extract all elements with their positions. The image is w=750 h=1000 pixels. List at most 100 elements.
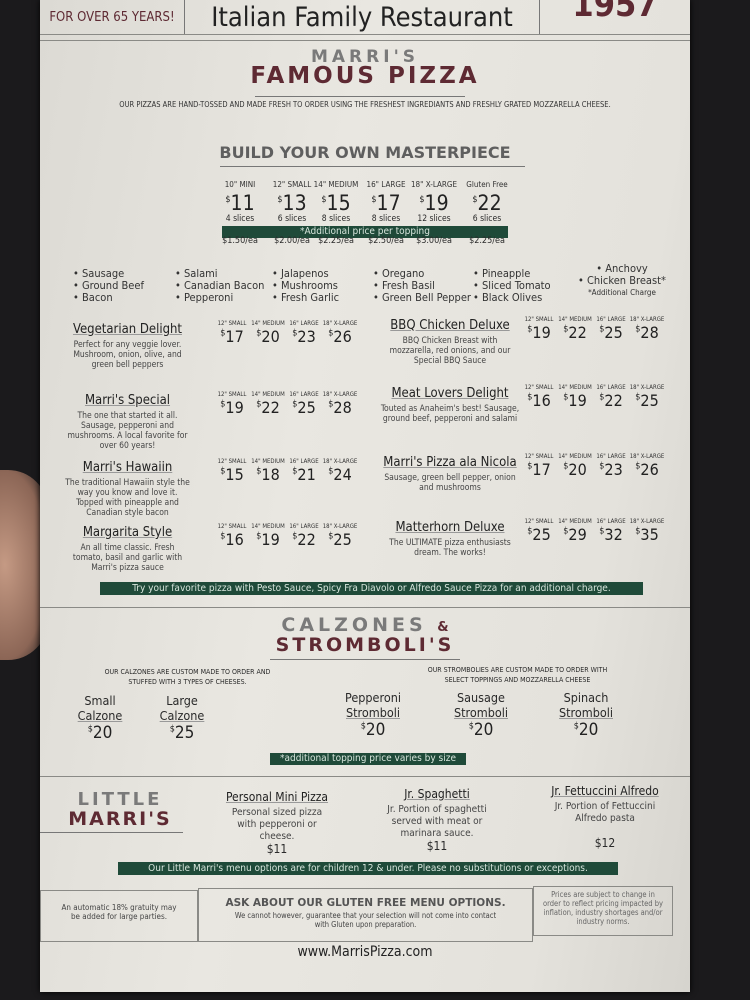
calzone-item[interactable]: Spinach Stromboli $20 <box>546 690 626 740</box>
specialty-pizza[interactable]: Marri's Special The one that started it … <box>65 393 190 451</box>
text: 14" MEDIUM <box>251 320 285 327</box>
size-price: $11 <box>225 191 255 215</box>
text: 18 <box>261 465 280 484</box>
pizza-description: The traditional Hawaiin style the way yo… <box>65 478 190 518</box>
pizza-description: An all time classic. Fresh tomato, basil… <box>72 543 183 573</box>
kids-banner: Our Little Marri's menu options are for … <box>118 862 618 875</box>
specialty-pizza[interactable]: Meat Lovers Delight Touted as Anaheim's … <box>380 386 520 424</box>
calzone-item[interactable]: Sausage Stromboli $20 <box>441 690 521 740</box>
stromboli-title: STROMBOLI'S <box>275 634 455 656</box>
size-label: 12" SMALL <box>272 180 312 189</box>
kids-item[interactable]: Jr. Spaghetti Jr. Portion of spaghetti s… <box>367 787 507 840</box>
topping-item: • Green Bell Pepper <box>373 291 471 304</box>
specialty-pizza[interactable]: Marri's Pizza ala Nicola Sausage, green … <box>380 455 520 493</box>
topping-price-banner: *Additional price per topping <box>222 226 508 238</box>
text: Jr. Portion of Fettuccini Alfredo pasta <box>554 801 656 824</box>
text: 25 <box>174 723 195 743</box>
calzones-title: CALZONES & <box>40 614 690 636</box>
calzone-item[interactable]: Large Calzone $25 <box>142 693 222 743</box>
restaurant-name: Italian Family Restaurant <box>211 1 513 33</box>
calzone-item[interactable]: Pepperoni Stromboli $20 <box>333 690 413 740</box>
topping-item: • Pepperoni <box>175 291 234 304</box>
price-option: 12" SMALL $16 <box>520 384 558 410</box>
text: Jr. Spaghetti <box>404 787 470 801</box>
pizza-name: Matterhorn Deluxe <box>395 520 505 535</box>
pizza-title-top: MARRI'S <box>310 47 420 67</box>
specialty-pizza[interactable]: Matterhorn Deluxe The ULTIMATE pizza ent… <box>380 520 520 558</box>
text: 14" MEDIUM <box>251 391 285 398</box>
specialty-pizza[interactable]: Vegetarian Delight Perfect for any veggi… <box>65 322 190 370</box>
pizza-name: Marri's Special <box>84 393 171 408</box>
text: Small <box>84 693 116 708</box>
specialty-pizza[interactable]: BBQ Chicken Deluxe BBQ Chicken Breast wi… <box>380 318 520 366</box>
price-option: 16" LARGE $21 <box>285 458 323 484</box>
text: 17 <box>225 327 244 346</box>
price-option: 18" X-LARGE $26 <box>322 320 358 346</box>
kids-price: $12 <box>594 836 616 850</box>
text: 19 <box>261 530 280 549</box>
slice-count: 12 slices <box>417 214 451 224</box>
topping-price: $2.00/ea <box>274 236 310 246</box>
pizza-name: Vegetarian Delight <box>72 322 183 337</box>
text: 17 <box>376 191 401 215</box>
text: 18" X-LARGE <box>629 453 665 460</box>
text: 25 <box>333 530 352 549</box>
size-price: $13 <box>277 191 307 215</box>
text: 20 <box>92 723 113 743</box>
price-option: 12" SMALL $17 <box>520 453 558 479</box>
price-option: 16" LARGE $23 <box>592 453 630 479</box>
price-option: 18" X-LARGE $35 <box>629 518 665 544</box>
text: 14" MEDIUM <box>251 523 285 530</box>
text: 22 <box>568 323 587 342</box>
text: 16" LARGE <box>596 384 626 391</box>
pizza-description: BBQ Chicken Breast with mozzarella, red … <box>389 336 511 366</box>
text: 16 <box>532 391 551 410</box>
website-link[interactable]: www.MarrisPizza.com <box>297 944 433 960</box>
text: 16 <box>225 530 244 549</box>
text: 29 <box>568 525 587 544</box>
text: 15 <box>326 191 351 215</box>
kids-item[interactable]: Personal Mini Pizza Personal sized pizza… <box>207 790 347 843</box>
text: 18" X-LARGE <box>629 316 665 323</box>
topping-item: • Oregano <box>373 267 425 280</box>
text: 28 <box>640 323 659 342</box>
text: 22 <box>297 530 316 549</box>
size-label: 14" MEDIUM <box>313 180 359 189</box>
text: Stromboli <box>454 705 508 720</box>
menu-page: FOR OVER 65 YEARS! Italian Family Restau… <box>40 0 690 992</box>
text: Personal Mini Pizza <box>225 790 329 804</box>
specialty-pizza[interactable]: Margarita Style An all time classic. Fre… <box>65 525 190 573</box>
calzone-item[interactable]: Small Calzone $20 <box>60 693 140 743</box>
text: 18" X-LARGE <box>322 320 358 327</box>
text: 16" LARGE <box>596 453 626 460</box>
prices-note: Prices are subject to change in order to… <box>543 890 663 926</box>
price-option: 16" LARGE $25 <box>285 391 323 417</box>
pizza-description: Sausage, green bell pepper, onion and mu… <box>384 473 516 493</box>
text: 18" X-LARGE <box>629 518 665 525</box>
text: 20 <box>473 720 494 740</box>
price-option: 14" MEDIUM $19 <box>556 384 594 410</box>
topping-item: • Mushrooms <box>272 279 338 292</box>
gratuity-note: An automatic 18% gratuity may be added f… <box>61 903 177 921</box>
text: 13 <box>282 191 307 215</box>
text: 18" X-LARGE <box>629 384 665 391</box>
price-option: 12" SMALL $25 <box>520 518 558 544</box>
pizza-description: Touted as Anaheim's best! Sausage, groun… <box>380 404 520 424</box>
slice-count: 6 slices <box>472 214 502 224</box>
text: 16" LARGE <box>289 523 319 530</box>
prices-box: Prices are subject to change in order to… <box>533 886 673 936</box>
price-option: 14" MEDIUM $19 <box>249 523 287 549</box>
text: Personal sized pizza with pepperoni or c… <box>231 807 323 842</box>
text: 32 <box>604 525 623 544</box>
specialty-pizza[interactable]: Marri's Hawaiin The traditional Hawaiin … <box>65 460 190 518</box>
pizza-name: BBQ Chicken Deluxe <box>390 318 510 333</box>
price-option: 16" LARGE $22 <box>592 384 630 410</box>
text: Pepperoni <box>345 690 401 705</box>
text: 22 <box>477 191 502 215</box>
text: 22 <box>604 391 623 410</box>
text: 28 <box>333 398 352 417</box>
text: Sausage <box>457 690 505 705</box>
size-column: 12" SMALL $13 6 slices $2.00/ea <box>262 180 322 246</box>
kids-item[interactable]: Jr. Fettuccini Alfredo Jr. Portion of Fe… <box>535 784 675 825</box>
text: 12" SMALL <box>524 518 554 525</box>
